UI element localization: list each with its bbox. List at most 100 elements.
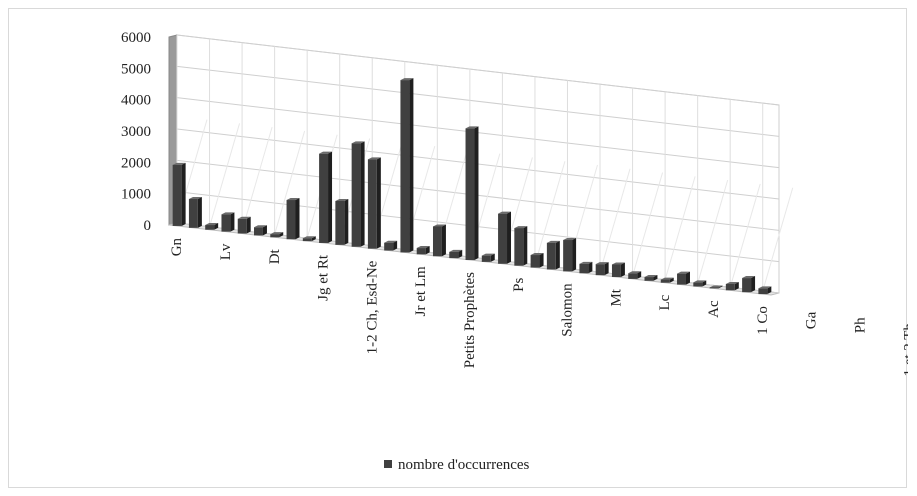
y-tick-label: 5000: [121, 61, 151, 77]
x-tick-label: Petits Prophètes: [462, 272, 478, 368]
x-tick-label: Jg et Rt: [316, 254, 332, 301]
bar-top: [660, 277, 674, 280]
gridline-diag: [241, 127, 273, 231]
x-tick-label: Dt: [267, 248, 283, 264]
bar: [351, 143, 361, 247]
bar-side: [685, 271, 690, 285]
bar: [758, 288, 768, 295]
chart-frame: 0 1000 2000 3000 4000 5000 6000 Gn Lv Dt Jg et Rt…: [8, 8, 908, 488]
legend: nombre d'occurrences: [384, 457, 530, 473]
bar-top: [742, 276, 756, 279]
bar-top: [172, 162, 186, 165]
x-tick-label: Ps: [511, 278, 527, 292]
x-tick-label: Lv: [218, 243, 234, 260]
bar-side: [393, 240, 398, 251]
bar-top: [270, 232, 284, 235]
bar-side: [620, 262, 625, 278]
bar-side: [572, 238, 577, 272]
y-tick-label: 6000: [121, 30, 151, 46]
bar: [449, 251, 459, 259]
gridline-diag: [599, 168, 631, 273]
bar-side: [718, 285, 723, 289]
bar-top: [465, 126, 479, 129]
y-tick-label: 3000: [121, 124, 151, 140]
bar: [595, 264, 605, 276]
bar: [270, 234, 280, 238]
x-tick-label: Gn: [169, 237, 185, 256]
bar-side: [702, 280, 707, 287]
bar-top: [351, 141, 365, 144]
bar: [367, 159, 377, 249]
bar-top: [514, 226, 528, 229]
bar-side: [279, 232, 284, 238]
bar: [498, 213, 508, 264]
bar-side: [669, 277, 674, 283]
bar-top: [237, 216, 251, 219]
gridline-diag: [534, 161, 566, 265]
bar-top: [367, 157, 381, 160]
bar-side: [311, 236, 316, 242]
bar: [335, 200, 345, 245]
bar-side: [555, 240, 560, 270]
bar-top: [302, 236, 316, 239]
bar-top: [319, 151, 333, 154]
bar-top: [335, 198, 349, 201]
bar: [530, 255, 540, 268]
x-tick-label: 1 et 2 Th: [901, 323, 908, 377]
bar-top: [677, 271, 690, 274]
bar: [286, 200, 296, 240]
bar-side: [214, 223, 219, 230]
chart-grid: [176, 34, 794, 294]
bar: [579, 263, 589, 274]
bar: [172, 164, 182, 226]
bar: [319, 153, 329, 243]
bar-side: [425, 246, 430, 255]
bar: [205, 225, 215, 230]
gridline-diag: [274, 130, 306, 235]
bar-side: [262, 225, 267, 236]
bar: [628, 273, 638, 279]
x-tick-label: 1-2 Ch, Esd-Ne: [364, 260, 380, 354]
gridline-diag: [209, 123, 241, 227]
bar-side: [474, 126, 479, 261]
bar-side: [523, 226, 528, 266]
bar-side: [246, 216, 251, 234]
bar-side: [360, 141, 365, 247]
bar: [660, 279, 670, 283]
bar-top: [221, 212, 235, 215]
x-tick-label: Salomon: [560, 283, 576, 337]
bar-side: [409, 78, 414, 253]
x-tick-label: Ac: [706, 300, 722, 318]
bar: [400, 80, 410, 253]
bar-top: [498, 211, 512, 214]
y-tick-label: 2000: [121, 155, 151, 171]
bar-top: [481, 253, 495, 256]
bar-top: [254, 225, 267, 228]
bar-top: [400, 78, 414, 81]
legend-swatch: [384, 460, 392, 468]
legend-label: nombre d'occurrences: [398, 457, 530, 473]
x-tick-label: Lc: [657, 294, 673, 310]
bar-top: [628, 271, 642, 274]
bar: [611, 264, 621, 278]
bar-side: [751, 276, 756, 293]
bar-side: [376, 157, 381, 249]
bar: [725, 284, 735, 291]
y-tick-label: 1000: [121, 187, 151, 203]
bar-side: [197, 197, 202, 228]
gridline-diag: [729, 183, 761, 288]
bar: [384, 242, 394, 251]
bar-top: [546, 240, 560, 243]
bar-top: [286, 198, 300, 201]
bar-side: [490, 253, 495, 262]
bar-side: [458, 249, 463, 259]
bar-side: [604, 262, 609, 276]
chart: 0 1000 2000 3000 4000 5000 6000 Gn Lv Dt Jg et Rt…: [121, 30, 908, 473]
bar: [677, 273, 686, 285]
bar-top: [563, 238, 577, 241]
bar: [432, 226, 442, 257]
bar: [709, 287, 719, 289]
bar-top: [530, 253, 544, 256]
y-tick-label: 0: [144, 218, 152, 234]
bar: [254, 227, 263, 236]
